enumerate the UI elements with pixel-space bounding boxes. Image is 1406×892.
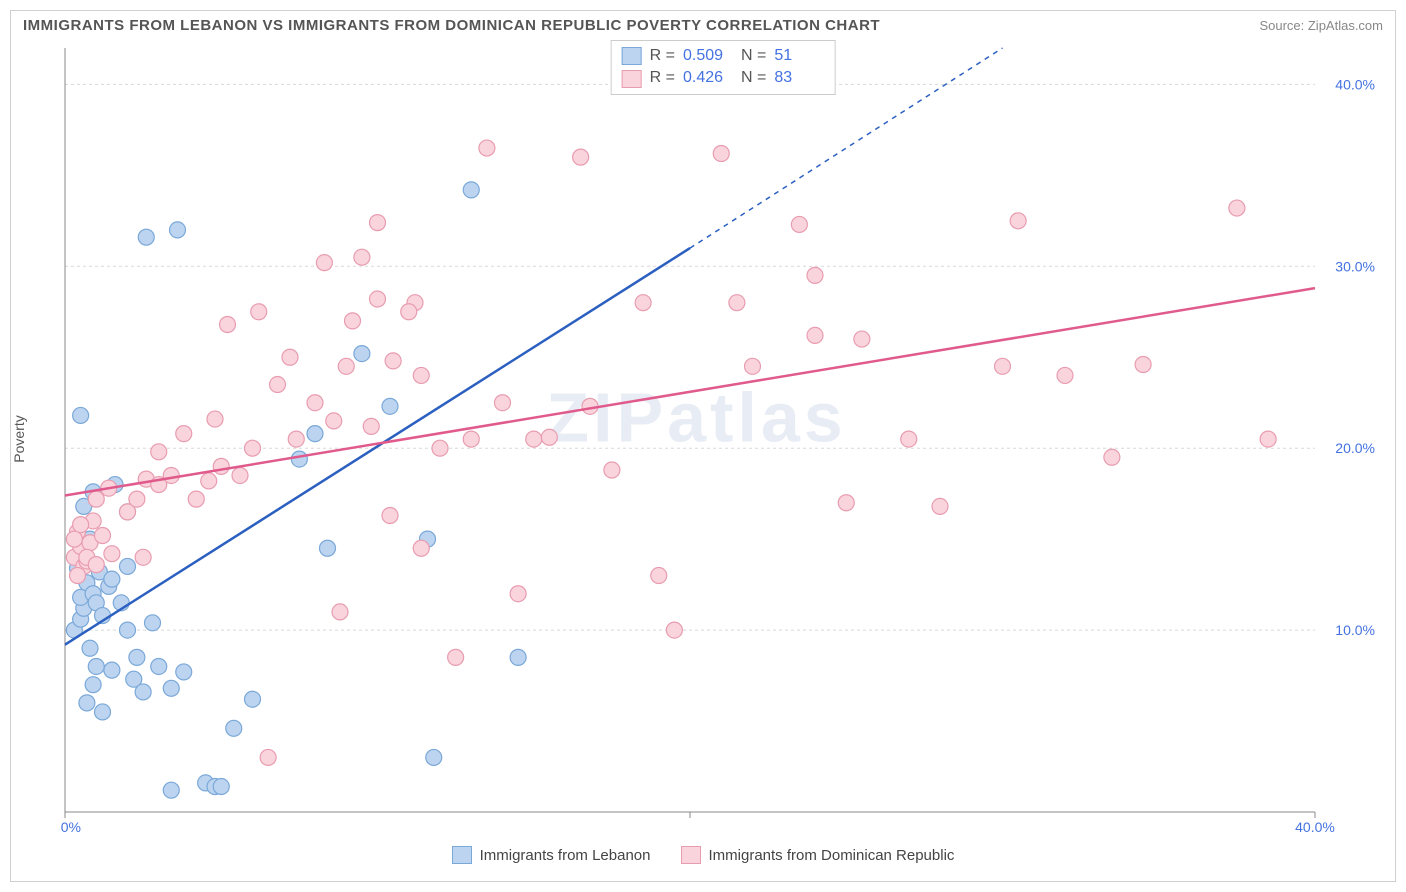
legend-item-dominican: Immigrants from Dominican Republic — [681, 846, 955, 864]
legend-swatch-lebanon — [622, 47, 642, 65]
source-value: ZipAtlas.com — [1308, 18, 1383, 33]
r-value-dominican: 0.426 — [683, 67, 733, 89]
legend-item-lebanon: Immigrants from Lebanon — [452, 846, 651, 864]
svg-text:10.0%: 10.0% — [1335, 622, 1375, 638]
y-axis-label: Poverty — [11, 415, 27, 462]
svg-text:40.0%: 40.0% — [1295, 819, 1335, 835]
chart-title: IMMIGRANTS FROM LEBANON VS IMMIGRANTS FR… — [23, 17, 880, 34]
legend-label-lebanon: Immigrants from Lebanon — [480, 847, 651, 864]
n-value-lebanon: 51 — [774, 45, 824, 67]
svg-text:40.0%: 40.0% — [1335, 76, 1375, 92]
legend-label-dominican: Immigrants from Dominican Republic — [709, 847, 955, 864]
legend-row-lebanon: R = 0.509 N = 51 — [622, 45, 825, 67]
title-bar: IMMIGRANTS FROM LEBANON VS IMMIGRANTS FR… — [11, 11, 1395, 40]
legend-swatch-lebanon-bottom — [452, 846, 472, 864]
legend-row-dominican: R = 0.426 N = 83 — [622, 67, 825, 89]
n-label-lebanon: N = — [741, 45, 766, 67]
svg-text:30.0%: 30.0% — [1335, 258, 1375, 274]
source-label: Source: — [1259, 18, 1307, 33]
correlation-legend: R = 0.509 N = 51 R = 0.426 N = 83 — [611, 40, 836, 95]
r-label-lebanon: R = — [650, 45, 675, 67]
chart-container: IMMIGRANTS FROM LEBANON VS IMMIGRANTS FR… — [10, 10, 1396, 882]
plot-wrapper: Poverty ZIPatlas10.0%20.0%30.0%40.0%0.0%… — [11, 40, 1395, 838]
svg-text:0.0%: 0.0% — [61, 819, 81, 835]
scatter-plot-svg: ZIPatlas10.0%20.0%30.0%40.0%0.0%40.0% — [61, 40, 1385, 838]
legend-swatch-dominican — [622, 70, 642, 88]
plot-area: ZIPatlas10.0%20.0%30.0%40.0%0.0%40.0% R … — [61, 40, 1385, 838]
series-legend: Immigrants from Lebanon Immigrants from … — [11, 838, 1395, 872]
legend-swatch-dominican-bottom — [681, 846, 701, 864]
svg-text:20.0%: 20.0% — [1335, 440, 1375, 456]
n-value-dominican: 83 — [774, 67, 824, 89]
r-label-dominican: R = — [650, 67, 675, 89]
r-value-lebanon: 0.509 — [683, 45, 733, 67]
n-label-dominican: N = — [741, 67, 766, 89]
source-text: Source: ZipAtlas.com — [1259, 18, 1383, 33]
